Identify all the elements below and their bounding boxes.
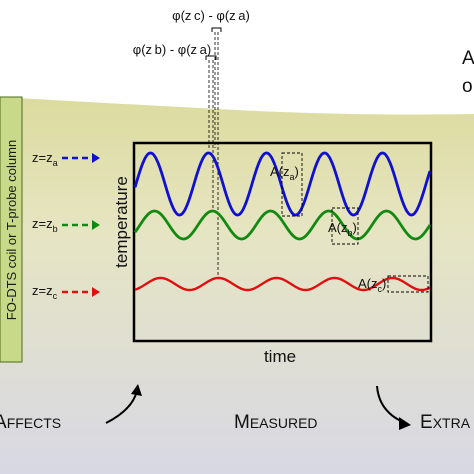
amplitude-label-c: A(zc)	[358, 276, 386, 294]
depth-arrow-b-head	[92, 220, 100, 230]
right-edge-text-1: A	[462, 48, 474, 69]
series-a-wave	[133, 151, 432, 217]
bottom-label-center: MEASURED	[234, 412, 318, 433]
amplitude-label-a: A(za)	[270, 164, 299, 182]
amplitude-label-b: A(zb)	[328, 220, 357, 238]
phase-annotation-top: φ(z c) - φ(z a)	[172, 8, 250, 23]
amplitude-box-a	[281, 152, 303, 217]
amplitude-box-c	[387, 275, 429, 293]
depth-label-b: z=zb	[32, 216, 58, 234]
phase-bracket-top	[211, 27, 222, 32]
series-b-wave	[133, 209, 432, 241]
phase-bracket-mid	[205, 55, 217, 60]
plot-frame	[132, 141, 433, 343]
depth-label-a: z=za	[32, 150, 58, 168]
x-axis-label: time	[264, 347, 296, 366]
bottom-label-left: AFFECTS	[0, 412, 61, 433]
probe-column	[0, 96, 23, 363]
phase-annotation-mid: φ(z b) - φ(z a)	[133, 42, 211, 57]
depth-arrow-c-head	[92, 287, 100, 297]
curved-arrow-right-head	[399, 417, 411, 430]
right-edge-text-2: o	[462, 76, 473, 97]
probe-column-label: FO-DTS coil or T-probe column	[4, 140, 19, 320]
bottom-label-right: EXTRA	[420, 412, 471, 433]
amplitude-box-b	[331, 207, 359, 245]
curved-arrow-left-head	[131, 384, 142, 396]
depth-arrow-a-head	[92, 153, 100, 163]
series-c-wave	[134, 276, 431, 292]
y-axis-label: temperature	[112, 176, 131, 268]
depth-label-c: z=zc	[32, 283, 58, 301]
